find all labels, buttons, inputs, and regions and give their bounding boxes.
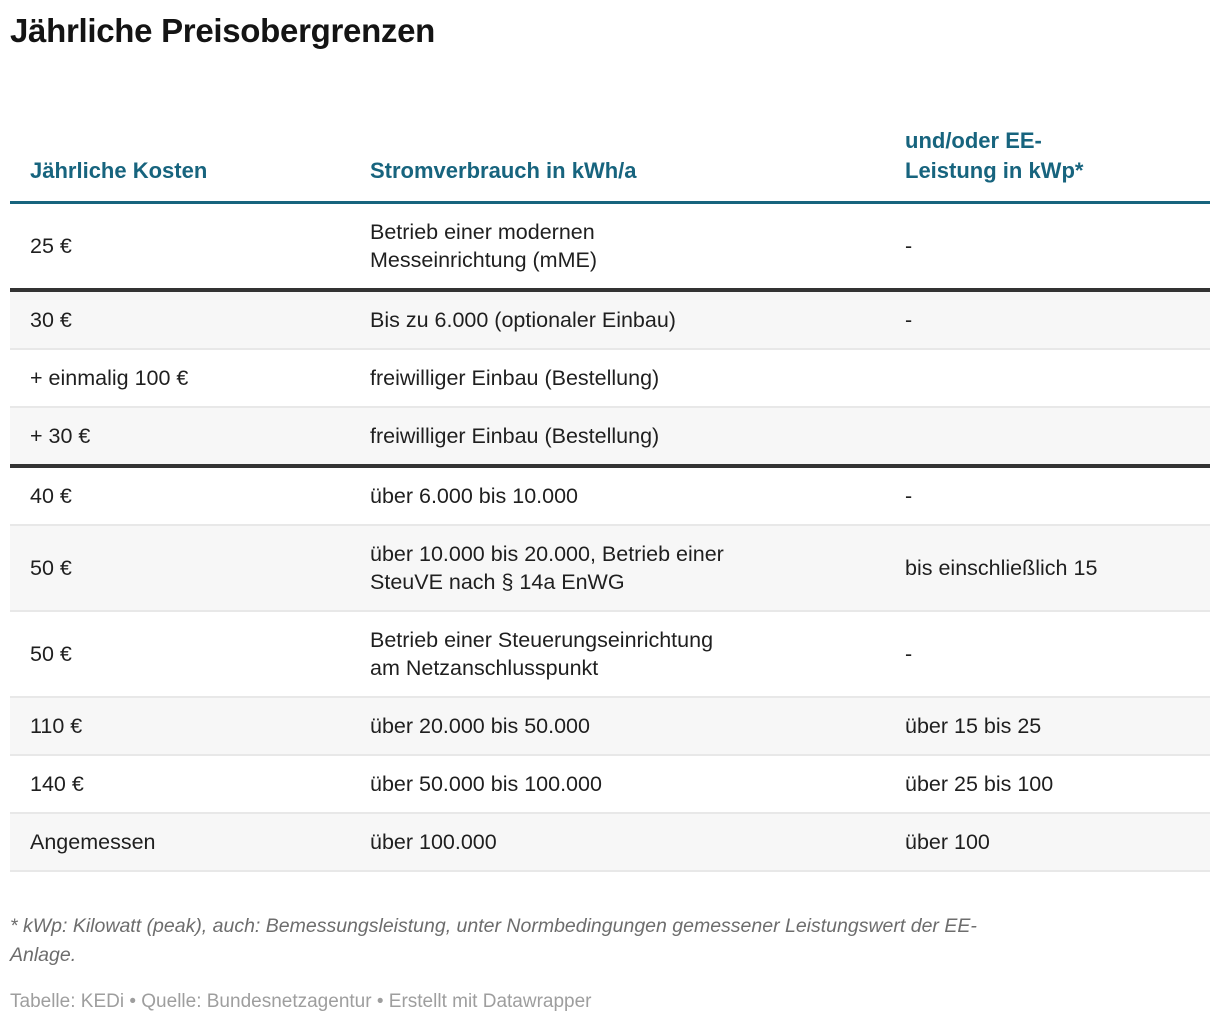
cell-stromverbrauch: Betrieb einer modernen Messeinrichtung (… bbox=[370, 220, 597, 272]
footnote: * kWp: Kilowatt (peak), auch: Bemessungs… bbox=[10, 915, 977, 966]
cell-kosten: 110 € bbox=[30, 714, 83, 738]
cell-stromverbrauch: über 100.000 bbox=[370, 830, 497, 854]
credit-source-link[interactable]: Quelle: Bundesnetzagentur bbox=[141, 990, 372, 1012]
table-body: 25 € Betrieb einer modernen Messeinricht… bbox=[10, 202, 1210, 871]
price-table: Jährliche Kosten Stromverbrauch in kWh/a… bbox=[10, 126, 1210, 872]
table-row: + einmalig 100 € freiwilliger Einbau (Be… bbox=[10, 349, 1210, 407]
cell-ee-leistung bbox=[885, 407, 1210, 466]
cell-stromverbrauch: freiwilliger Einbau (Bestellung) bbox=[370, 366, 660, 390]
cell-stromverbrauch: Bis zu 6.000 (optionaler Einbau) bbox=[370, 308, 676, 332]
cell-stromverbrauch: Betrieb einer Steuerungseinrichtung am N… bbox=[370, 628, 714, 680]
cell-ee-leistung: - bbox=[905, 234, 913, 258]
cell-kosten: 25 € bbox=[30, 234, 72, 258]
table-header-row: Jährliche Kosten Stromverbrauch in kWh/a… bbox=[10, 126, 1210, 204]
table-row: 110 € über 20.000 bis 50.000 über 15 bis… bbox=[10, 697, 1210, 755]
cell-stromverbrauch: über 20.000 bis 50.000 bbox=[370, 714, 590, 738]
cell-kosten: + 30 € bbox=[30, 424, 91, 448]
cell-kosten: 140 € bbox=[30, 772, 84, 796]
cell-ee-leistung: über 100 bbox=[905, 830, 990, 854]
credit-separator: • bbox=[371, 990, 389, 1012]
column-header-stromverbrauch: Stromverbrauch in kWh/a bbox=[350, 126, 885, 204]
cell-stromverbrauch: über 10.000 bis 20.000, Betrieb einer St… bbox=[370, 542, 724, 594]
table-row: 50 € über 10.000 bis 20.000, Betrieb ein… bbox=[10, 525, 1210, 611]
cell-kosten: 50 € bbox=[30, 556, 72, 580]
table-row: 140 € über 50.000 bis 100.000 über 25 bi… bbox=[10, 755, 1210, 813]
credits-line: Tabelle: KEDi • Quelle: Bundesnetzagentu… bbox=[10, 990, 1210, 1014]
cell-stromverbrauch: über 6.000 bis 10.000 bbox=[370, 484, 578, 508]
column-header-ee-leistung: und/oder EE- Leistung in kWp* bbox=[885, 126, 1210, 204]
credit-datawrapper-link[interactable]: Erstellt mit Datawrapper bbox=[388, 990, 592, 1012]
cell-ee-leistung: über 25 bis 100 bbox=[905, 772, 1054, 796]
cell-kosten: 40 € bbox=[30, 484, 72, 508]
cell-ee-leistung: - bbox=[905, 484, 913, 508]
table-row: 40 € über 6.000 bis 10.000 - bbox=[10, 466, 1210, 525]
cell-kosten: + einmalig 100 € bbox=[30, 366, 189, 390]
cell-ee-leistung bbox=[885, 349, 1210, 407]
cell-stromverbrauch: über 50.000 bis 100.000 bbox=[370, 772, 602, 796]
cell-ee-leistung: - bbox=[905, 308, 913, 332]
table-row: + 30 € freiwilliger Einbau (Bestellung) bbox=[10, 407, 1210, 466]
table-row: 30 € Bis zu 6.000 (optionaler Einbau) - bbox=[10, 290, 1210, 349]
credit-separator: • bbox=[124, 990, 142, 1012]
column-header-jaehrliche-kosten: Jährliche Kosten bbox=[10, 126, 350, 204]
table-row: Angemessen über 100.000 über 100 bbox=[10, 813, 1210, 871]
cell-kosten: 30 € bbox=[30, 308, 72, 332]
cell-ee-leistung: bis einschließlich 15 bbox=[905, 556, 1098, 580]
cell-ee-leistung: über 15 bis 25 bbox=[905, 714, 1042, 738]
page-title: Jährliche Preisobergrenzen bbox=[10, 12, 436, 49]
cell-stromverbrauch: freiwilliger Einbau (Bestellung) bbox=[370, 424, 660, 448]
cell-kosten: 50 € bbox=[30, 642, 72, 666]
credit-table: Tabelle: KEDi bbox=[10, 990, 125, 1012]
table-row: 25 € Betrieb einer modernen Messeinricht… bbox=[10, 202, 1210, 290]
cell-ee-leistung: - bbox=[905, 642, 913, 666]
table-row: 50 € Betrieb einer Steuerungseinrichtung… bbox=[10, 611, 1210, 697]
cell-kosten: Angemessen bbox=[30, 830, 156, 854]
